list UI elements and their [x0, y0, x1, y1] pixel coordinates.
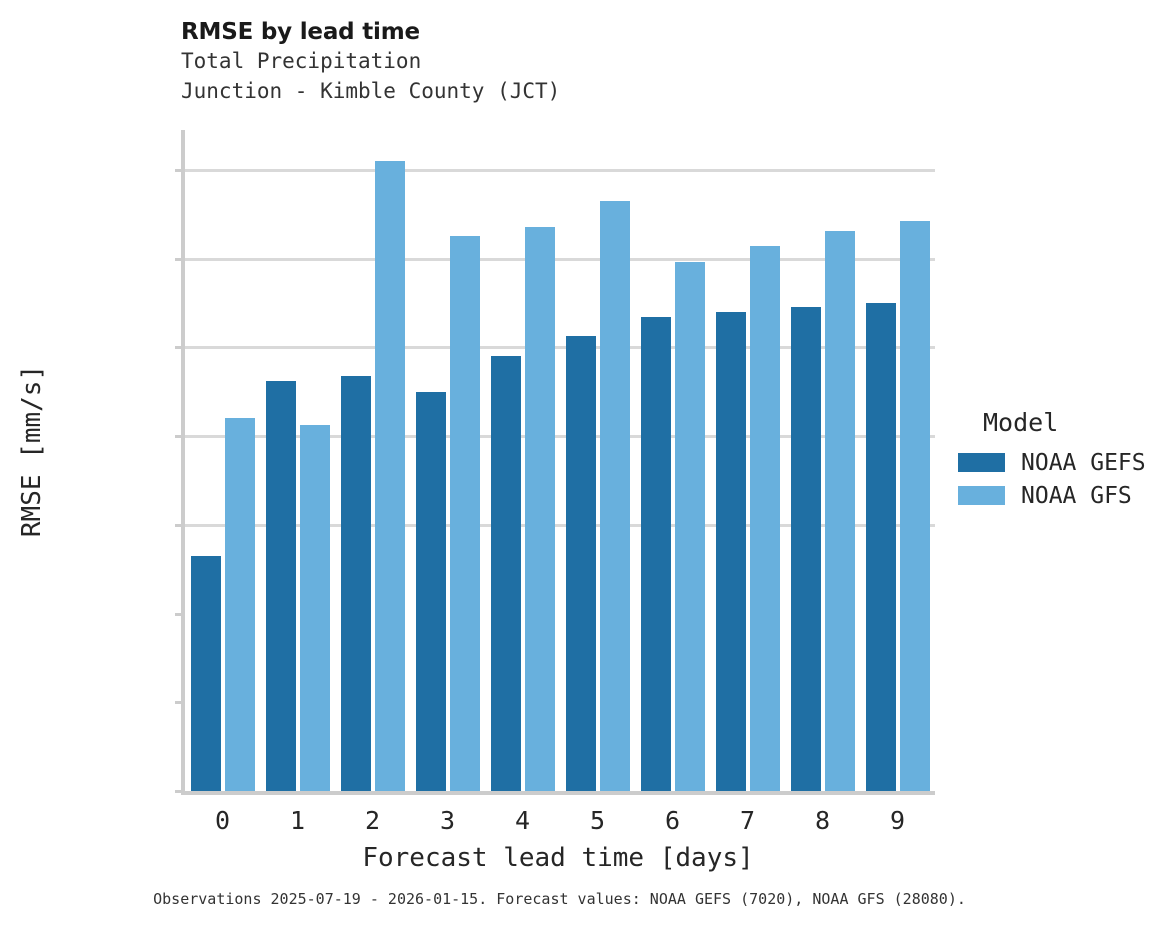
bar-noaa-gfs-lead-3: [449, 235, 480, 791]
bar-noaa-gfs-lead-6: [674, 262, 705, 791]
bar-noaa-gefs-lead-7: [715, 311, 746, 791]
y-axis-tick-mark: [175, 790, 183, 793]
legend-item-label: NOAA GFS: [1021, 482, 1132, 509]
legend: Model NOAA GEFS NOAA GFS: [958, 408, 1173, 512]
bar-noaa-gfs-lead-0: [224, 418, 255, 791]
footnote: Observations 2025-07-19 - 2026-01-15. Fo…: [153, 890, 966, 908]
x-axis-tick-label: 4: [514, 806, 531, 835]
bar-noaa-gfs-lead-9: [899, 221, 930, 791]
y-axis-tick-mark: [175, 257, 183, 261]
bar-noaa-gfs-lead-1: [299, 425, 330, 791]
x-axis-tick-label: 8: [814, 806, 831, 835]
bar-noaa-gfs-lead-4: [524, 226, 555, 791]
x-axis-tick-label: 7: [739, 806, 756, 835]
legend-item-label: NOAA GEFS: [1021, 449, 1146, 476]
bar-noaa-gefs-lead-8: [790, 307, 821, 791]
y-axis-tick-mark: [175, 612, 183, 616]
x-axis-tick-label: 3: [439, 806, 456, 835]
x-axis-tick-label: 5: [589, 806, 606, 835]
legend-item-noaa-gfs[interactable]: NOAA GFS: [958, 479, 1173, 512]
bar-noaa-gefs-lead-6: [640, 317, 671, 791]
bar-noaa-gefs-lead-9: [865, 303, 896, 791]
title-block: RMSE by lead time Total Precipitation Ju…: [181, 18, 941, 106]
bar-noaa-gefs-lead-2: [340, 375, 371, 791]
legend-swatch-icon: [958, 486, 1005, 505]
gridline: [185, 523, 935, 527]
bar-noaa-gfs-lead-2: [374, 160, 405, 791]
y-axis-title: RMSE [mm/s]: [17, 364, 47, 538]
x-axis-tick-label: 2: [364, 806, 381, 835]
bar-noaa-gefs-lead-5: [565, 336, 596, 791]
x-axis-line: [181, 791, 935, 795]
y-axis-tick-mark: [175, 523, 183, 527]
gridline: [185, 168, 935, 172]
legend-title: Model: [983, 408, 1059, 437]
gridline: [185, 435, 935, 439]
chart-subtitle-location: Junction - Kimble County (JCT): [181, 79, 561, 103]
legend-swatch-icon: [958, 453, 1005, 472]
bar-noaa-gfs-lead-8: [824, 230, 855, 791]
bar-noaa-gfs-lead-5: [599, 200, 630, 791]
bar-noaa-gefs-lead-0: [190, 556, 221, 791]
bar-noaa-gefs-lead-4: [490, 356, 521, 791]
y-axis-tick-mark: [175, 701, 183, 705]
chart-title: RMSE by lead time: [181, 19, 420, 45]
chart-subtitle-variable: Total Precipitation: [181, 49, 422, 73]
bar-noaa-gefs-lead-1: [265, 380, 296, 791]
y-axis-line: [181, 130, 185, 795]
y-axis-tick-mark: [175, 168, 183, 172]
y-axis-tick-mark: [175, 346, 183, 350]
legend-item-noaa-gefs[interactable]: NOAA GEFS: [958, 446, 1173, 479]
x-axis-tick-label: 6: [664, 806, 681, 835]
gridline: [185, 346, 935, 350]
x-axis-tick-label: 9: [889, 806, 906, 835]
x-axis-tick-label: 1: [289, 806, 306, 835]
x-axis-title: Forecast lead time [days]: [362, 843, 754, 873]
plot-area: [175, 130, 935, 795]
gridline: [185, 257, 935, 261]
bars-layer: [185, 130, 935, 791]
bar-noaa-gefs-lead-3: [415, 391, 446, 791]
bar-noaa-gfs-lead-7: [749, 246, 780, 791]
y-axis-tick-mark: [175, 435, 183, 439]
x-axis-tick-label: 0: [214, 806, 231, 835]
